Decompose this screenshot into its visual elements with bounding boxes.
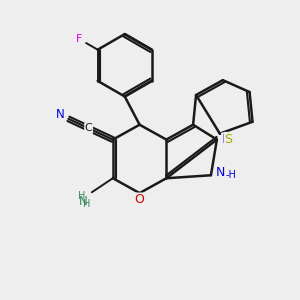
Text: O: O xyxy=(135,193,145,206)
Text: N: N xyxy=(79,195,88,208)
Text: N: N xyxy=(56,108,64,121)
Text: N: N xyxy=(222,133,231,146)
Text: N: N xyxy=(216,167,225,179)
Text: F: F xyxy=(76,34,82,44)
Text: C: C xyxy=(85,123,92,133)
Text: S: S xyxy=(224,133,232,146)
Text: H: H xyxy=(83,200,91,209)
Text: -H: -H xyxy=(226,170,237,180)
Text: H: H xyxy=(78,191,85,201)
